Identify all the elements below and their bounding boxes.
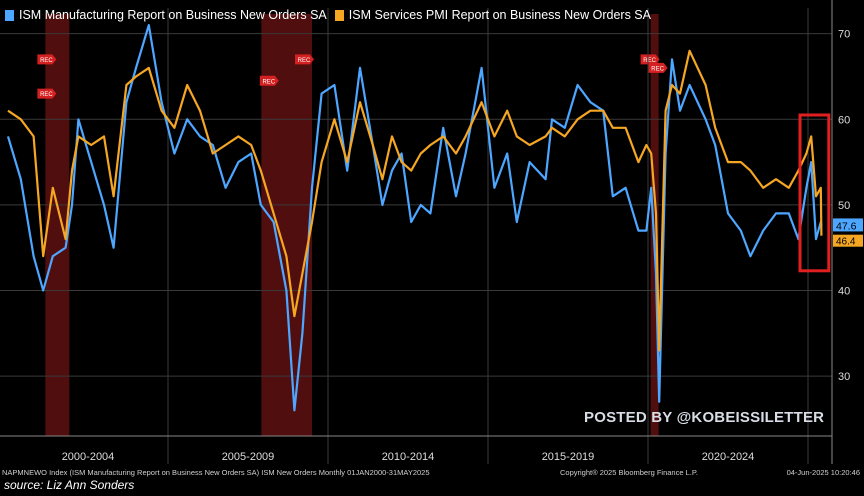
- last-value-badge-services: 46.4: [833, 234, 863, 248]
- series-lines: [6, 24, 823, 412]
- rec-marker: REC: [648, 62, 668, 73]
- x-tick-label: 2010-2014: [382, 451, 435, 463]
- rec-marker-shape: [295, 54, 314, 65]
- x-tick-label: 2015-2019: [542, 451, 595, 463]
- legend-swatch-services: [334, 9, 344, 21]
- x-tick-label: 2000-2004: [62, 451, 115, 463]
- rec-marker-shape: [648, 62, 668, 73]
- rec-marker-shape: [640, 54, 660, 65]
- footer-right: 04-Jun-2025 10:20:46: [786, 468, 860, 477]
- y-tick-label: 30: [838, 371, 850, 383]
- recession-band: [650, 14, 659, 436]
- y-tick-label: 60: [838, 114, 850, 126]
- highlight-rectangle: [798, 113, 831, 273]
- rec-marker-label: REC: [262, 79, 275, 85]
- last-value-manufacturing: 47.6: [836, 220, 857, 232]
- rec-marker: REC: [640, 54, 660, 65]
- rec-marker-label: REC: [40, 92, 53, 98]
- recession-bands: REC REC REC REC REC REC: [37, 14, 668, 436]
- rec-marker-shape: [37, 54, 57, 65]
- x-tick-label: 2005-2009: [222, 451, 275, 463]
- rec-marker: REC: [295, 54, 314, 65]
- y-tick-label: 50: [838, 200, 850, 212]
- rec-marker-shape: [37, 88, 57, 99]
- watermark: POSTED BY @KOBEISSILETTER: [584, 409, 825, 426]
- series-line-manufacturing: [6, 24, 823, 412]
- footer-left: NAPMNEWO Index (ISM Manufacturing Report…: [2, 468, 430, 477]
- rec-marker-shape: [259, 75, 279, 86]
- rec-marker-label: REC: [40, 58, 53, 64]
- y-tick-label: 40: [838, 285, 850, 297]
- legend-label-manufacturing: ISM Manufacturing Report on Business New…: [19, 8, 327, 22]
- highlight-box: [798, 113, 831, 273]
- y-tick-label: 70: [838, 29, 850, 41]
- rec-marker: REC: [37, 88, 57, 99]
- axes: [0, 0, 833, 464]
- source-note: source: Liz Ann Sonders: [4, 478, 135, 492]
- last-value-services: 46.4: [836, 237, 856, 248]
- rec-marker: REC: [259, 75, 279, 86]
- rec-marker-label: REC: [643, 58, 656, 64]
- grid-lines: [0, 8, 832, 464]
- footer-center: Copyright® 2025 Bloomberg Finance L.P.: [560, 468, 698, 477]
- series-line-services: [7, 49, 823, 352]
- badge-bg: [833, 234, 863, 247]
- tick-labels: 30 40 50 60 70 2000-2004 2005-2009 2010-2014 201…: [62, 29, 863, 463]
- x-tick-label: 2020-2024: [702, 451, 755, 463]
- legend: ISM Manufacturing Report on Business New…: [2, 6, 651, 24]
- rec-marker-label: REC: [298, 58, 311, 64]
- badge-bg: [833, 218, 863, 232]
- last-value-badge-manufacturing: 47.6: [833, 218, 863, 232]
- recession-band: [45, 14, 70, 436]
- rec-marker-label: REC: [651, 66, 664, 72]
- legend-label-services: ISM Services PMI Report on Business New …: [348, 8, 651, 22]
- legend-swatch-manufacturing: [5, 9, 14, 21]
- rec-marker: REC: [37, 54, 57, 65]
